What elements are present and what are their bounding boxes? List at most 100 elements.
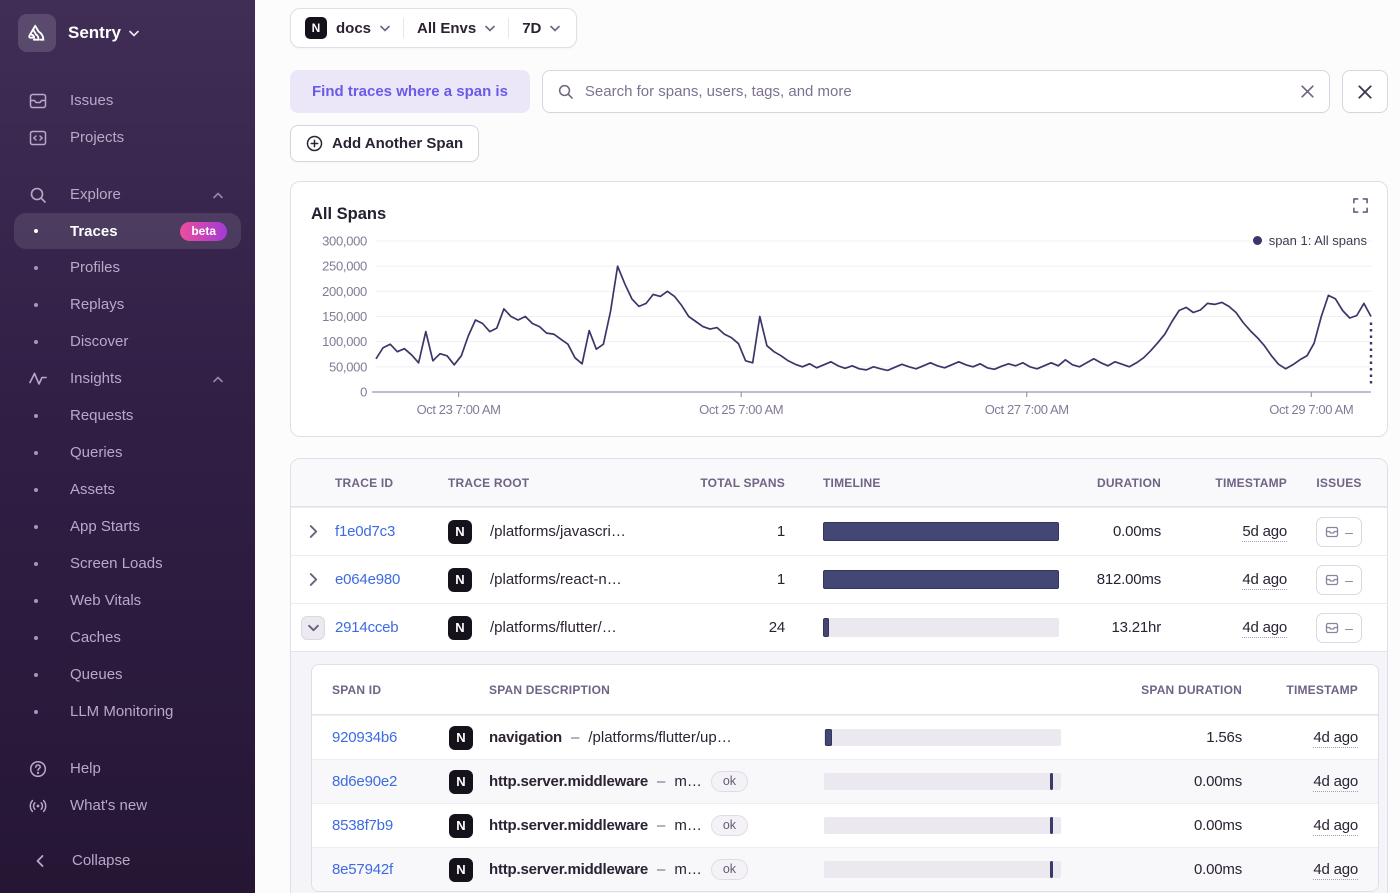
bullet-icon <box>34 598 38 603</box>
sidebar-item-whats-new[interactable]: What's new <box>0 787 255 824</box>
trace-id-link[interactable]: 2914cceb <box>335 619 399 636</box>
trace-id-link[interactable]: e064e980 <box>335 571 401 588</box>
sidebar-item-label: Collapse <box>72 852 131 869</box>
environment-selector-value: All Envs <box>417 19 477 37</box>
chart-legend[interactable]: span 1: All spans <box>1252 233 1367 248</box>
sidebar-item-caches[interactable]: Caches <box>0 619 255 656</box>
expand-trace-button[interactable] <box>291 525 335 538</box>
sidebar-footer: Help What's new Collapse <box>0 750 255 893</box>
sidebar-item-discover[interactable]: Discover <box>0 323 255 360</box>
sidebar-item-help[interactable]: Help <box>0 750 255 787</box>
timestamp-value[interactable]: 4d ago <box>1313 773 1358 792</box>
chevron-down-icon <box>485 25 496 32</box>
chevron-down-icon <box>307 624 319 631</box>
bullet-icon <box>34 339 38 344</box>
sidebar-item-assets[interactable]: Assets <box>0 471 255 508</box>
remove-span-button[interactable] <box>1342 70 1388 113</box>
timestamp-value[interactable]: 4d ago <box>1313 861 1358 880</box>
timestamp-value[interactable]: 4d ago <box>1313 817 1358 836</box>
issues-icon <box>1325 574 1339 585</box>
sidebar-item-traces[interactable]: Traces beta <box>14 213 241 249</box>
span-op: http.server.middleware <box>489 861 648 878</box>
sidebar-item-requests[interactable]: Requests <box>0 397 255 434</box>
trace-timeline[interactable] <box>823 570 1059 589</box>
span-id-link[interactable]: 8538f7b9 <box>332 817 393 834</box>
beta-badge: beta <box>180 221 227 241</box>
trace-root-text: /platforms/react-n… <box>490 571 622 588</box>
add-another-span-button[interactable]: Add Another Span <box>290 125 480 162</box>
issues-icon <box>28 91 48 111</box>
y-tick-label: 0 <box>360 385 367 400</box>
sidebar-item-web-vitals[interactable]: Web Vitals <box>0 582 255 619</box>
collapse-trace-button[interactable] <box>291 615 335 640</box>
span-duration-value: 1.56s <box>1206 729 1242 746</box>
sidebar-item-app-starts[interactable]: App Starts <box>0 508 255 545</box>
sidebar-item-issues[interactable]: Issues <box>0 82 255 119</box>
sidebar-item-projects[interactable]: Projects <box>0 119 255 156</box>
span-status-badge: ok <box>710 771 749 792</box>
span-id-link[interactable]: 920934b6 <box>332 729 398 746</box>
span-timeline[interactable] <box>824 817 1061 834</box>
span-id-link[interactable]: 8e57942f <box>332 861 393 878</box>
sidebar-section-insights[interactable]: Insights <box>0 360 255 397</box>
sidebar-item-label: App Starts <box>70 518 141 535</box>
traces-table: TRACE ID TRACE ROOT TOTAL SPANS TIMELINE… <box>290 458 1388 893</box>
timestamp-value[interactable]: 4d ago <box>1242 571 1287 590</box>
col-header-issues: ISSUES <box>1316 475 1362 490</box>
sentry-logo[interactable] <box>18 14 56 52</box>
x-tick-label: Oct 29 7:00 AM <box>1269 402 1353 417</box>
col-header-timeline: TIMELINE <box>823 475 881 490</box>
issues-button[interactable]: – <box>1316 564 1362 595</box>
col-header-timestamp: TIMESTAMP <box>1286 682 1358 697</box>
span-filter-chip[interactable]: Find traces where a span is <box>290 70 530 113</box>
close-icon <box>1357 84 1373 100</box>
bullet-icon <box>34 709 38 714</box>
sidebar-item-label: Profiles <box>70 259 121 276</box>
chevron-right-icon <box>309 573 317 586</box>
bullet-icon <box>34 229 38 233</box>
chevron-down-icon <box>550 25 561 32</box>
col-header-total-spans: TOTAL SPANS <box>700 475 785 490</box>
legend-label: span 1: All spans <box>1268 233 1367 248</box>
sidebar-item-queries[interactable]: Queries <box>0 434 255 471</box>
spans-line-chart[interactable]: 0 50,000 100,000 150,000 200,000 250,000 300,0… <box>291 182 1387 436</box>
trace-id-link[interactable]: f1e0d7c3 <box>335 523 396 540</box>
date-range-selector[interactable]: 7D <box>522 20 561 37</box>
fullscreen-icon[interactable] <box>1352 197 1369 219</box>
x-tick-label: Oct 25 7:00 AM <box>699 402 783 417</box>
span-timeline[interactable] <box>824 729 1061 746</box>
span-search-box <box>541 70 1330 113</box>
org-switcher[interactable]: Sentry <box>68 23 139 43</box>
timestamp-value[interactable]: 4d ago <box>1313 729 1358 748</box>
sidebar-section-explore[interactable]: Explore <box>0 176 255 213</box>
span-timeline[interactable] <box>824 861 1061 878</box>
span-duration-value: 0.00ms <box>1194 773 1242 790</box>
sidebar-item-label: Requests <box>70 407 134 424</box>
sidebar-collapse-button[interactable]: Collapse <box>0 842 255 879</box>
issues-button[interactable]: – <box>1316 612 1362 643</box>
issues-icon <box>1325 526 1339 537</box>
chevron-left-icon <box>30 851 50 871</box>
sidebar-item-screen-loads[interactable]: Screen Loads <box>0 545 255 582</box>
sidebar-item-label: Web Vitals <box>70 592 142 609</box>
sidebar-item-profiles[interactable]: Profiles <box>0 249 255 286</box>
sidebar-item-llm-monitoring[interactable]: LLM Monitoring <box>0 693 255 730</box>
clear-search-icon[interactable] <box>1300 84 1315 99</box>
trace-row: e064e980 N/platforms/react-n… 1 812.00ms… <box>291 555 1387 603</box>
span-timeline[interactable] <box>824 773 1061 790</box>
trace-timeline[interactable] <box>823 618 1059 637</box>
sidebar-item-replays[interactable]: Replays <box>0 286 255 323</box>
span-op: http.server.middleware <box>489 773 648 790</box>
environment-selector[interactable]: All Envs <box>417 19 496 37</box>
nextjs-project-icon: N <box>448 519 472 544</box>
sidebar-item-queues[interactable]: Queues <box>0 656 255 693</box>
project-selector[interactable]: N docs <box>305 17 390 39</box>
col-header-duration: DURATION <box>1096 475 1161 490</box>
expand-trace-button[interactable] <box>291 573 335 586</box>
span-id-link[interactable]: 8d6e90e2 <box>332 773 398 790</box>
issues-button[interactable]: – <box>1316 516 1362 547</box>
timestamp-value[interactable]: 4d ago <box>1242 619 1287 638</box>
span-search-input[interactable] <box>584 83 1289 100</box>
trace-timeline[interactable] <box>823 522 1059 541</box>
timestamp-value[interactable]: 5d ago <box>1242 523 1287 542</box>
